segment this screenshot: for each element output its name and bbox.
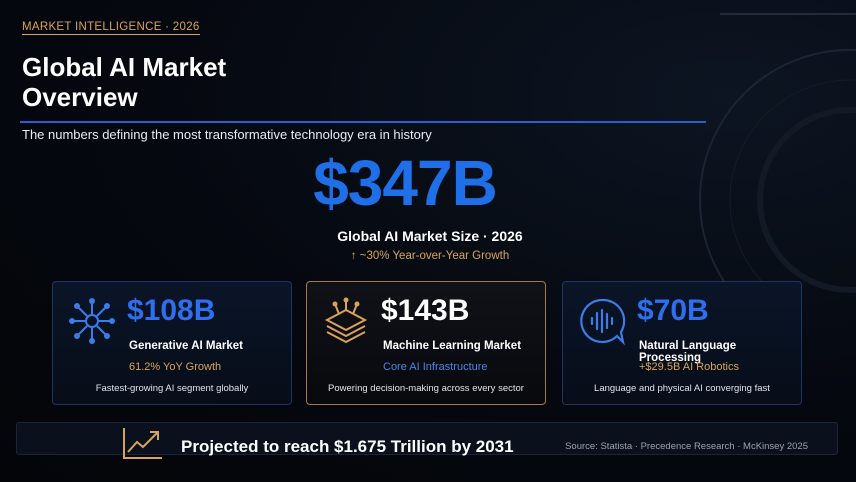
hero-value: $347B — [313, 147, 498, 219]
card-description: Language and physical AI converging fast — [594, 383, 770, 394]
source: Source: Statista · Precedence Research ·… — [565, 441, 808, 452]
card-value: $108B — [127, 294, 216, 327]
card-name: Natural Language Processing — [639, 340, 737, 364]
card-description: Powering decision-making across every se… — [328, 383, 524, 394]
title: Global AI Market Overview — [22, 52, 227, 112]
card: $108B Generative AI Market 61.2% YoY Gro… — [52, 281, 292, 405]
card-name: Machine Learning Market — [383, 340, 522, 352]
trend-icon — [123, 428, 162, 459]
hero-label: Global AI Market Size · 2026 — [337, 228, 523, 244]
card-value: $143B — [381, 294, 470, 327]
card-name: Generative AI Market — [129, 340, 243, 352]
hero-growth: ↑ ~30% Year-over-Year Growth — [350, 250, 510, 262]
card: $70B Natural Language Processing +$29.5B… — [562, 281, 802, 405]
network-icon — [69, 298, 115, 344]
card-value: $70B — [637, 294, 709, 327]
footer-bar — [16, 422, 838, 455]
eyebrow: MARKET INTELLIGENCE · 2026 — [22, 21, 200, 35]
card-description: Fastest-growing AI segment globally — [95, 383, 249, 394]
card-highlight: +$29.5B AI Robotics — [639, 361, 739, 373]
divider — [20, 121, 706, 123]
decoration — [699, 13, 856, 300]
card: $143B Machine Learning Market Core AI In… — [306, 281, 546, 405]
subtitle: The numbers defining the most transforma… — [22, 127, 432, 142]
layers-icon — [324, 297, 368, 344]
footer-text: Projected to reach $1.675 Trillion by 20… — [181, 437, 514, 456]
card-highlight: Core AI Infrastructure — [383, 361, 488, 373]
card-highlight: 61.2% YoY Growth — [129, 361, 222, 373]
speech-icon — [580, 298, 626, 346]
